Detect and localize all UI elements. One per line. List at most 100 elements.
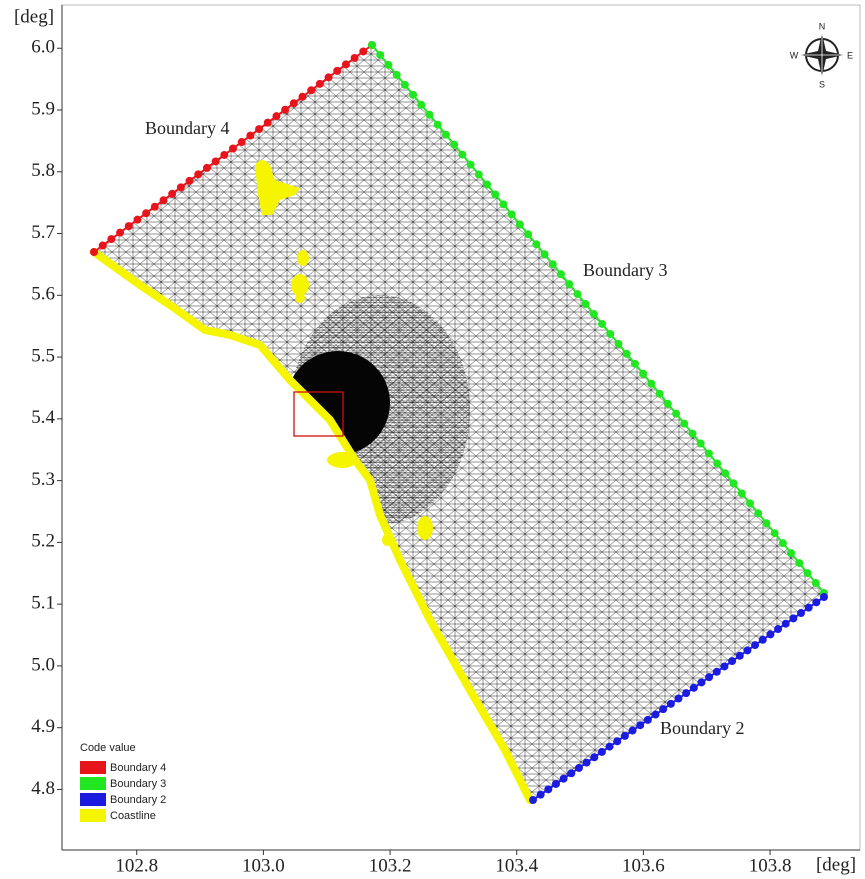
legend-swatch (80, 793, 106, 806)
boundary-node (746, 499, 754, 507)
boundary-node (557, 270, 565, 278)
legend-label: Boundary 2 (110, 794, 166, 806)
boundary-node (730, 479, 738, 487)
boundary-node (537, 791, 545, 799)
boundary-node (631, 360, 639, 368)
boundary-node (516, 220, 524, 228)
boundary-node (728, 657, 736, 665)
boundary-node (290, 99, 298, 107)
boundary-node (598, 320, 606, 328)
boundary-node (721, 469, 729, 477)
boundary-node (754, 509, 762, 517)
boundary-node (544, 785, 552, 793)
boundary-node (680, 420, 688, 428)
boundary-node (575, 764, 583, 772)
y-tick-label: 4.9 (31, 716, 55, 737)
boundary-node (342, 60, 350, 68)
boundary-node (475, 171, 483, 179)
boundary-node (805, 604, 813, 612)
boundary-node (194, 170, 202, 178)
x-tick-label: 103.8 (749, 855, 792, 876)
boundary-node (401, 81, 409, 89)
boundary-node (264, 119, 272, 127)
legend-swatch (80, 761, 106, 774)
boundary-node (107, 235, 115, 243)
boundary-node (613, 737, 621, 745)
compass-n: N (819, 21, 826, 31)
boundary-node (759, 636, 767, 644)
boundary-node (316, 80, 324, 88)
legend-label: Coastline (110, 810, 156, 822)
y-tick-label: 5.8 (31, 160, 55, 181)
boundary-node (590, 753, 598, 761)
legend-label: Boundary 4 (110, 762, 166, 774)
compass: N E S W (790, 21, 853, 89)
boundary-node (333, 67, 341, 75)
boundary-node (664, 400, 672, 408)
boundary-node (168, 190, 176, 198)
boundary-node (697, 678, 705, 686)
y-tick-label: 5.2 (31, 531, 55, 552)
boundary-node (552, 780, 560, 788)
boundary-node (376, 51, 384, 59)
boundary-node (307, 86, 315, 94)
boundary-node (606, 330, 614, 338)
y-tick-label: 5.7 (31, 222, 55, 243)
y-tick-label: 5.5 (31, 345, 55, 366)
boundary-node (738, 489, 746, 497)
boundary-node (771, 529, 779, 537)
boundary-node (483, 180, 491, 188)
boundary-node (787, 549, 795, 557)
boundary-node (682, 689, 690, 697)
boundary-node (820, 593, 828, 601)
boundary-node (751, 641, 759, 649)
boundary-node (573, 290, 581, 298)
x-tick-label: 102.8 (115, 855, 158, 876)
boundary-node (229, 145, 237, 153)
boundary-node (606, 743, 614, 751)
boundary-node (782, 620, 790, 628)
map: [deg] [deg] Boundary 4 Boundary 3 Bounda… (0, 0, 865, 879)
boundary-node (804, 569, 812, 577)
boundary-node (743, 646, 751, 654)
boundary-node (582, 300, 590, 308)
boundary-node (99, 242, 107, 250)
boundary-node (644, 716, 652, 724)
boundary-node (560, 775, 568, 783)
boundary-node (541, 250, 549, 258)
boundary-node (672, 410, 680, 418)
boundary-node (705, 673, 713, 681)
boundary-node (458, 151, 466, 159)
boundary-node (812, 598, 820, 606)
boundary-node (689, 430, 697, 438)
boundary-node (409, 91, 417, 99)
boundary-node (779, 539, 787, 547)
boundary-node (359, 47, 367, 55)
y-tick-label: 4.8 (31, 778, 55, 799)
boundary-node (442, 131, 450, 139)
boundary-node (720, 662, 728, 670)
boundary-node (246, 132, 254, 140)
boundary-node (351, 54, 359, 62)
boundary-node (565, 280, 573, 288)
boundary-node (325, 73, 333, 81)
boundary-node (766, 630, 774, 638)
compass-s: S (819, 79, 825, 89)
y-unit: [deg] (14, 6, 54, 27)
legend-label: Boundary 3 (110, 778, 166, 790)
boundary-node (705, 450, 713, 458)
boundary-node (116, 229, 124, 237)
boundary-node (281, 106, 289, 114)
boundary-node (220, 151, 228, 159)
boundary-node (621, 732, 629, 740)
page: {"map": { "xlim": [102.682, 103.942], "y… (0, 0, 865, 879)
boundary-node (299, 93, 307, 101)
boundary-node (491, 190, 499, 198)
boundary-node (797, 609, 805, 617)
boundary-node (812, 579, 820, 587)
boundary-node (567, 769, 575, 777)
boundary-node (426, 111, 434, 119)
boundary-node (762, 519, 770, 527)
boundary-node (675, 695, 683, 703)
boundary-node (549, 260, 557, 268)
